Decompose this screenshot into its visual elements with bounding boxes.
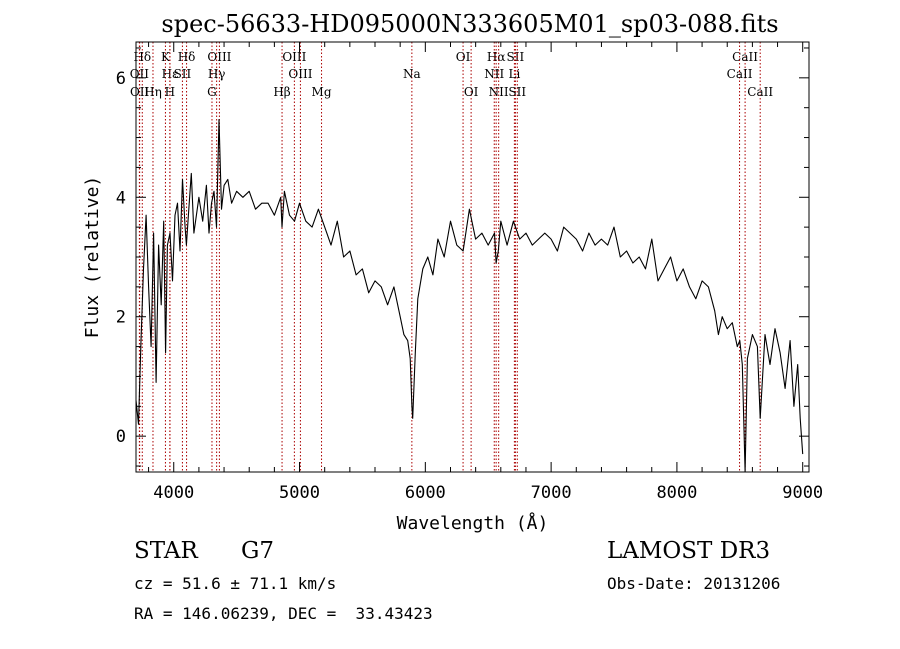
obs-date-readout: Obs-Date: 20131206 [607,574,781,593]
spectrum-line [135,119,804,473]
plot-frame [135,41,810,473]
line-label: SII [507,50,525,64]
line-label: H [165,85,175,99]
line-label: K [161,50,171,64]
line-label: Hη [144,85,162,99]
line-label: Mg [312,85,332,99]
survey-label: LAMOST DR3 [607,538,771,564]
x-tick-label: 9000 [782,483,823,503]
line-label: SII [508,85,526,99]
object-class-label: STAR [134,538,198,564]
line-label: Na [403,67,421,81]
line-label: CaII [732,50,758,64]
line-label: Hγ [208,67,226,81]
line-label: Li [508,67,520,81]
line-label: CaII [727,67,753,81]
x-axis-label: Wavelength (Å) [397,512,549,534]
line-label: Hβ [273,85,290,99]
y-axis-label: Flux (relative) [82,176,103,339]
line-label: OII [130,85,150,99]
line-label: NII [489,85,509,99]
cz-readout: cz = 51.6 ± 71.1 km/s [134,574,337,593]
line-label: SII [174,67,192,81]
line-label: Hδ [178,50,196,64]
chart-title: spec-56633-HD095000N333605M01_sp03-088.f… [161,10,778,38]
coordinates-readout: RA = 146.06239, DEC = 33.43423 [134,604,433,623]
y-tick-label: 2 [116,308,126,328]
line-label: OIII [288,67,312,81]
line-label: OI [464,85,479,99]
y-tick-label: 0 [116,427,126,447]
x-tick-label: 4000 [153,483,194,503]
line-label: Hδ [133,50,151,64]
line-label: Hα [487,50,506,64]
x-tick-label: 7000 [531,483,572,503]
line-label: CaII [747,85,773,99]
y-tick-label: 6 [116,69,126,89]
y-tick-label: 4 [116,188,126,208]
x-tick-label: 8000 [656,483,697,503]
line-label: OIII [282,50,306,64]
x-tick-label: 6000 [405,483,446,503]
line-label: G [207,85,217,99]
subclass-label: G7 [241,538,275,564]
line-label: OIII [207,50,231,64]
x-tick-label: 5000 [279,483,320,503]
line-label: NII [484,67,504,81]
line-label: OI [456,50,471,64]
